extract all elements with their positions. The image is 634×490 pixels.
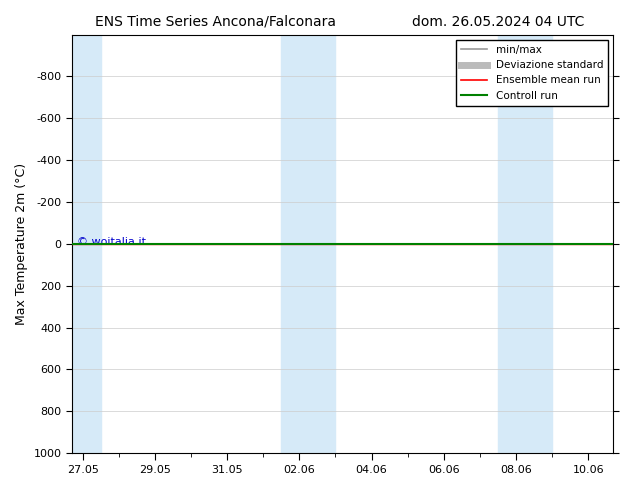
Text: ENS Time Series Ancona/Falconara: ENS Time Series Ancona/Falconara: [95, 15, 336, 29]
Text: dom. 26.05.2024 04 UTC: dom. 26.05.2024 04 UTC: [412, 15, 585, 29]
Bar: [72, 35, 101, 453]
Y-axis label: Max Temperature 2m (°C): Max Temperature 2m (°C): [15, 163, 28, 325]
Legend: min/max, Deviazione standard, Ensemble mean run, Controll run: min/max, Deviazione standard, Ensemble m…: [456, 40, 608, 106]
Text: © woitalia.it: © woitalia.it: [77, 237, 146, 247]
Bar: [281, 35, 335, 453]
Bar: [498, 35, 552, 453]
